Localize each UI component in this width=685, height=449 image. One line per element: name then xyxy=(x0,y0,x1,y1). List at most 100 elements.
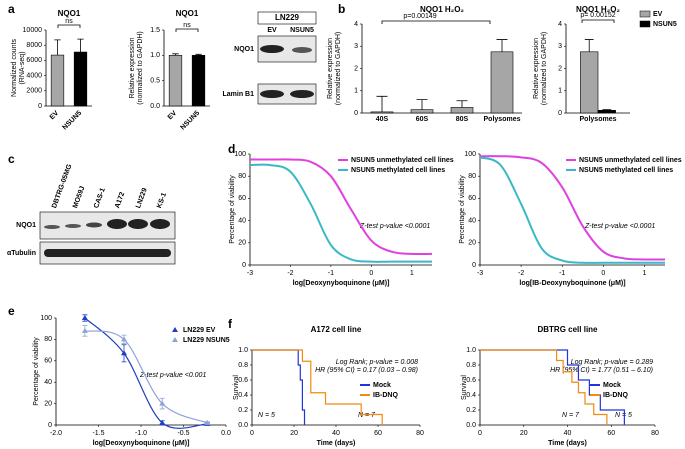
y-tick-label: 3 xyxy=(354,43,358,50)
x-axis-label: log[Deoxynyboquinone (μM)] xyxy=(293,280,390,287)
x-tick-label: -1.0 xyxy=(135,430,147,437)
legend-label: EV xyxy=(653,11,663,18)
y-tick-label: 0.0 xyxy=(238,422,248,429)
bracket xyxy=(175,28,199,32)
x-tick-label: 0 xyxy=(369,270,373,277)
y-tick-label: 80 xyxy=(238,173,246,180)
y-tick-label: 0.8 xyxy=(238,362,248,369)
x-axis-label: log[IB-Deoxynyboquinone (μM)] xyxy=(519,280,625,287)
lane-label: MO59J xyxy=(72,185,86,209)
y-axis-label: Percentage of viability xyxy=(229,175,236,244)
y-tick-label: 0.0 xyxy=(466,422,476,429)
bracket xyxy=(381,20,491,24)
panel-label: f xyxy=(228,317,233,331)
x-tick-label: Polysomes xyxy=(484,116,521,123)
legend-swatch xyxy=(639,10,651,18)
y-tick-label: 2 xyxy=(354,65,358,72)
legend-label: Mock xyxy=(603,382,621,389)
bracket xyxy=(581,19,615,23)
lane-label: NSUN5 xyxy=(290,27,314,34)
band xyxy=(260,45,284,53)
y-axis-label: (normalized to GAPDH) xyxy=(335,32,342,106)
x-tick-label: 20 xyxy=(520,430,528,437)
annotation: p=0.00149 xyxy=(403,13,436,20)
y-tick-label: 0.4 xyxy=(238,392,248,399)
x-tick-label: 0.0 xyxy=(221,430,231,437)
y-tick-label: 4000 xyxy=(26,72,42,79)
band xyxy=(44,225,60,229)
x-tick-label: 0 xyxy=(478,430,482,437)
y-tick-label: 40 xyxy=(44,379,52,386)
point xyxy=(159,419,166,425)
error-bar xyxy=(584,39,594,52)
annotation: N = 5 xyxy=(615,412,632,419)
panel-label: a xyxy=(8,2,15,16)
legend-label: IB-DNQ xyxy=(373,392,398,399)
x-axis-label: Time (days) xyxy=(317,440,356,447)
x-tick-label: 60S xyxy=(416,116,429,123)
legend-label: NSUN5 methylated cell lines xyxy=(351,167,445,174)
panel-label: d xyxy=(228,142,235,156)
chart-title: NQO1 xyxy=(58,9,81,18)
lane-label: DBTRG-05MG xyxy=(51,163,74,209)
legend-label: NSUN5 unmethylated cell lines xyxy=(579,157,682,164)
y-tick-label: 0 xyxy=(242,262,246,269)
error-bar xyxy=(54,39,61,56)
x-tick-label: -2 xyxy=(518,270,524,277)
band xyxy=(86,222,102,228)
x-tick-label: 1 xyxy=(642,270,646,277)
legend-label: NSUN5 methylated cell lines xyxy=(579,167,673,174)
band xyxy=(260,90,284,98)
bar xyxy=(450,107,474,114)
point xyxy=(121,336,127,342)
y-axis-label: Normalized counts xyxy=(11,39,18,97)
x-tick-label: -2 xyxy=(287,270,293,277)
row-label: Lamin B1 xyxy=(222,91,254,98)
chart-title: NQO1 xyxy=(176,9,199,18)
y-tick-label: 60 xyxy=(238,195,246,202)
band xyxy=(65,224,81,228)
annotation: Z-test p-value <0.001 xyxy=(139,372,206,379)
point xyxy=(81,315,88,320)
band xyxy=(107,219,127,229)
legend-swatch xyxy=(172,327,178,332)
annotation: N = 5 xyxy=(258,412,275,419)
error-bar xyxy=(77,38,84,53)
band xyxy=(150,219,170,229)
band xyxy=(128,219,148,229)
annotation: ns xyxy=(65,18,73,25)
x-tick-label: -3 xyxy=(477,270,483,277)
x-tick-label: 40S xyxy=(376,116,389,123)
band xyxy=(292,47,312,53)
y-tick-label: 0.4 xyxy=(466,392,476,399)
line xyxy=(84,330,208,424)
annotation: Z-test p-value <0.0001 xyxy=(359,223,430,230)
y-tick-label: 40 xyxy=(468,217,476,224)
x-tick-label: 40 xyxy=(332,430,340,437)
y-tick-label: 0 xyxy=(558,110,562,117)
y-tick-label: 0 xyxy=(48,422,52,429)
error-bar xyxy=(376,95,388,112)
y-axis-label: Relative expression xyxy=(533,38,540,99)
panel-label: b xyxy=(338,2,345,16)
x-tick-label: -2.0 xyxy=(50,430,62,437)
y-tick-label: 80 xyxy=(44,336,52,343)
x-tick-label: 20 xyxy=(290,430,298,437)
y-tick-label: 100 xyxy=(40,315,52,322)
y-axis-label: Percentage of viability xyxy=(33,337,40,406)
y-axis-label: (normalized to GAPDH) xyxy=(137,31,144,105)
bar xyxy=(580,51,599,114)
row-label: αTubulin xyxy=(7,250,36,257)
annotation: ns xyxy=(183,22,191,29)
x-tick-label: NSUN5 xyxy=(179,110,201,132)
y-tick-label: 0 xyxy=(472,262,476,269)
lane-label: KS-1 xyxy=(156,192,168,209)
y-tick-label: 0 xyxy=(354,110,358,117)
legend-swatch xyxy=(172,337,178,342)
row-label: NQO1 xyxy=(16,222,36,229)
bar xyxy=(490,51,514,114)
chart-title: NQO1 H₂O₂ xyxy=(576,5,620,14)
y-tick-label: 60 xyxy=(44,358,52,365)
survival-curve xyxy=(252,349,383,425)
